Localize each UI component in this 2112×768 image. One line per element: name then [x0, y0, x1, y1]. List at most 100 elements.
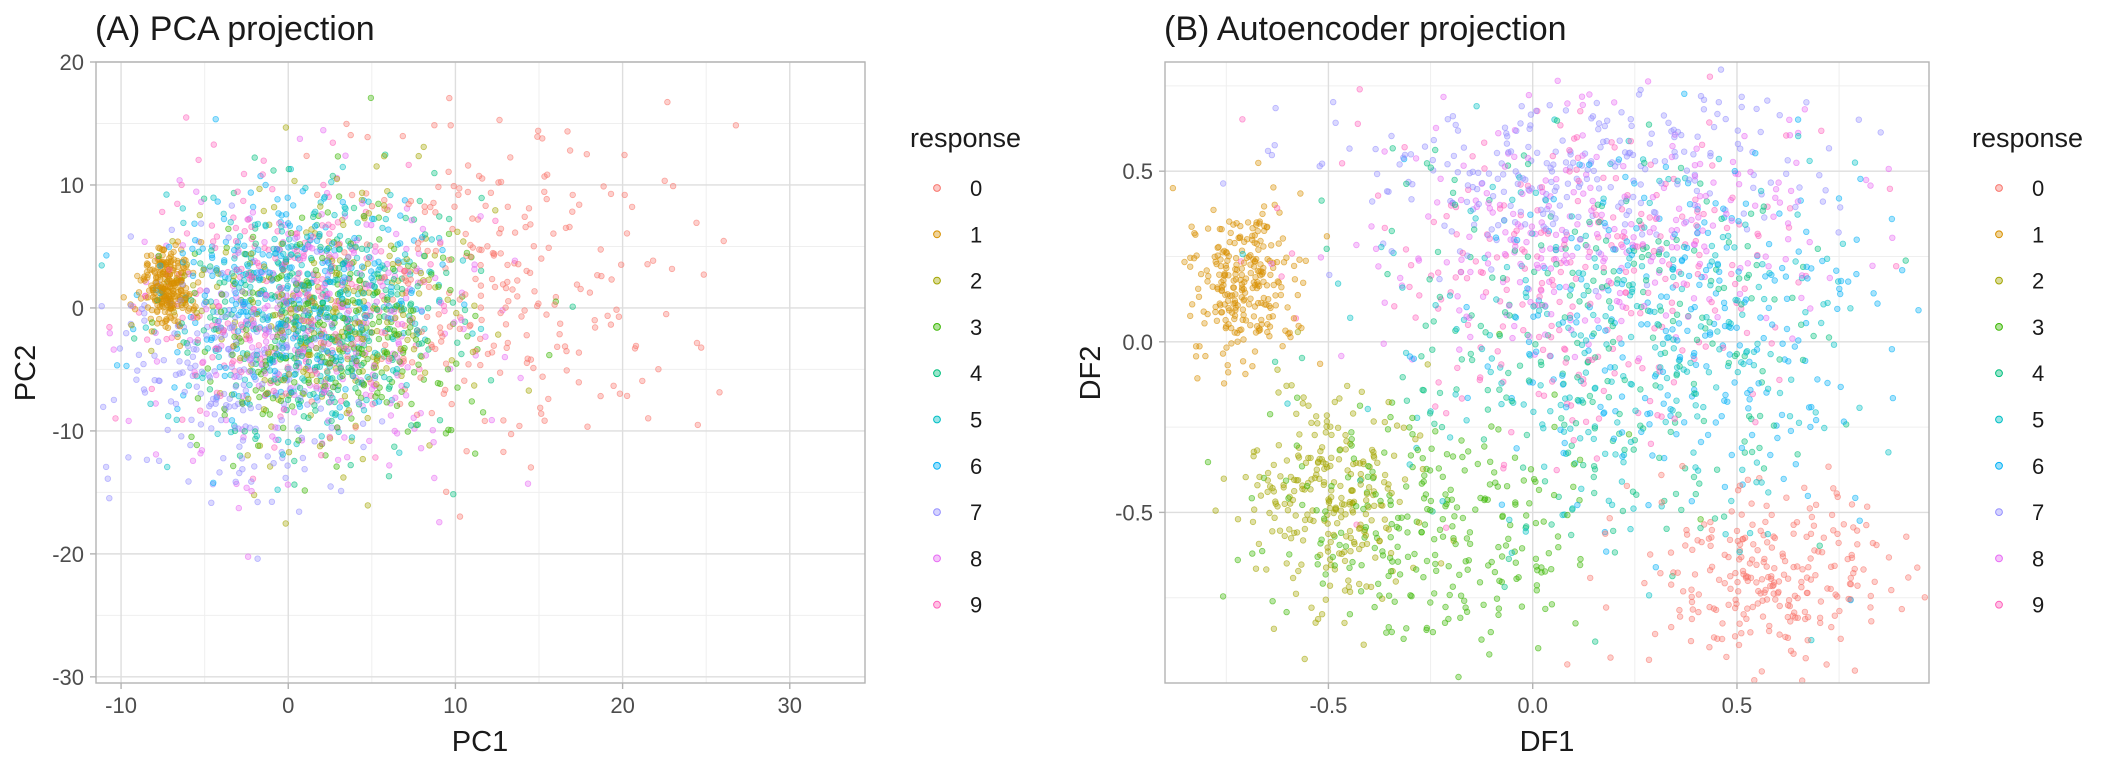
point-5 [180, 219, 187, 227]
point-4 [350, 204, 358, 212]
point-7 [187, 441, 194, 449]
point-0 [566, 223, 573, 231]
point-0 [1623, 482, 1631, 490]
point-4 [436, 213, 443, 220]
point-1 [1260, 203, 1268, 210]
point-8 [1268, 260, 1275, 267]
point-7 [1836, 204, 1844, 211]
point-3 [148, 319, 156, 326]
point-3 [1313, 507, 1320, 514]
point-9 [427, 261, 434, 268]
point-7 [355, 398, 362, 406]
point-6 [1512, 314, 1520, 321]
point-4 [1590, 277, 1597, 284]
point-7 [1621, 221, 1629, 228]
point-0 [1726, 536, 1734, 544]
point-4 [454, 339, 461, 346]
point-5 [1364, 405, 1371, 413]
point-1 [147, 252, 155, 259]
point-6 [1857, 175, 1864, 183]
point-5 [384, 278, 391, 286]
point-9 [1700, 210, 1707, 218]
point-6 [1721, 397, 1728, 404]
point-9 [1435, 379, 1442, 386]
point-4 [1696, 480, 1703, 487]
point-1 [1258, 316, 1265, 324]
point-0 [424, 313, 431, 321]
point-9 [1547, 334, 1555, 341]
point-4 [1561, 421, 1568, 428]
point-1 [1240, 297, 1247, 304]
point-9 [1627, 137, 1634, 145]
point-3 [1495, 543, 1502, 551]
point-5 [241, 376, 249, 383]
point-5 [1346, 314, 1354, 321]
point-8 [261, 305, 268, 312]
point-2 [256, 185, 263, 193]
point-2 [1304, 511, 1311, 518]
point-4 [1477, 322, 1484, 330]
point-7 [208, 499, 215, 506]
point-5 [1627, 438, 1635, 446]
point-6 [275, 210, 282, 217]
point-5 [294, 342, 301, 349]
point-0 [1723, 653, 1730, 661]
point-3 [1383, 629, 1390, 636]
point-6 [324, 245, 331, 253]
point-7 [167, 398, 175, 405]
point-3 [442, 430, 450, 437]
point-8 [262, 370, 269, 377]
point-6 [1888, 346, 1896, 353]
point-8 [248, 487, 255, 495]
point-4 [1541, 478, 1549, 485]
point-5 [1663, 374, 1671, 382]
point-9 [1391, 303, 1398, 310]
point-2 [1370, 502, 1378, 509]
point-9 [334, 219, 342, 226]
point-3 [1346, 611, 1354, 618]
point-8 [1495, 129, 1502, 137]
point-5 [293, 440, 300, 448]
point-5 [316, 230, 323, 238]
point-4 [279, 240, 287, 247]
point-7 [239, 466, 246, 473]
point-6 [1660, 400, 1667, 407]
point-1 [184, 307, 192, 314]
point-7 [219, 269, 226, 277]
point-9 [296, 269, 303, 277]
point-8 [1691, 161, 1699, 169]
point-8 [368, 221, 375, 229]
point-2 [492, 207, 499, 214]
point-6 [341, 259, 348, 266]
point-6 [234, 328, 242, 335]
point-5 [1714, 328, 1721, 335]
point-3 [1452, 540, 1459, 548]
point-2 [1346, 498, 1353, 506]
point-1 [1296, 256, 1303, 263]
point-0 [545, 244, 552, 251]
point-2 [237, 354, 244, 362]
point-3 [1512, 559, 1519, 566]
point-0 [425, 283, 433, 291]
point-0 [1848, 501, 1856, 508]
point-0 [488, 275, 496, 283]
point-3 [1387, 568, 1395, 575]
point-9 [1743, 329, 1751, 337]
point-7 [140, 360, 147, 368]
point-5 [304, 270, 311, 277]
point-3 [334, 153, 342, 160]
point-9 [345, 307, 352, 314]
point-3 [1379, 552, 1387, 559]
point-7 [104, 475, 111, 482]
point-4 [1589, 398, 1596, 406]
point-0 [1763, 502, 1770, 509]
point-6 [1738, 444, 1746, 452]
point-5 [1467, 207, 1474, 215]
point-9 [1548, 276, 1556, 284]
point-4 [1451, 176, 1458, 184]
point-4 [1771, 296, 1778, 303]
point-6 [190, 258, 197, 266]
point-7 [259, 380, 266, 388]
point-5 [274, 486, 281, 493]
point-4 [1748, 295, 1755, 302]
